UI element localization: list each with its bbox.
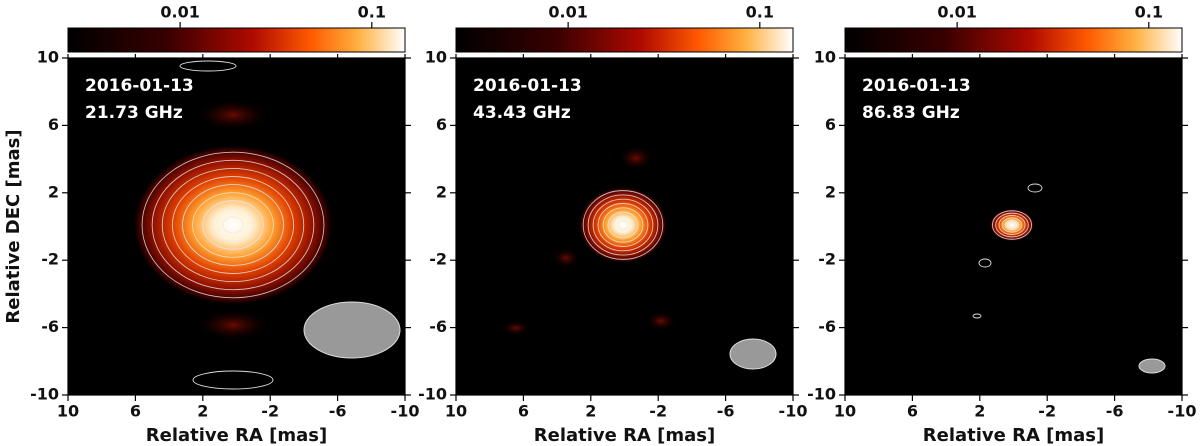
y-tick-label: 6 (825, 115, 836, 134)
contour (202, 200, 264, 250)
x-axis-label: Relative RA [mas] (534, 425, 716, 446)
y-tick-label: -6 (41, 317, 59, 336)
x-tick-label: 2 (585, 402, 596, 421)
colorbar (844, 27, 1183, 53)
sidelobe (195, 99, 271, 131)
colorbar (455, 27, 794, 53)
contour (151, 159, 315, 291)
annotation: 2016-01-13 (85, 76, 194, 96)
x-tick-label: 10 (445, 402, 467, 421)
contour (587, 194, 659, 256)
y-tick-label: -2 (41, 250, 59, 269)
x-tick-label: -6 (1106, 402, 1124, 421)
annotation: 2016-01-13 (473, 76, 582, 96)
x-tick-label: 6 (130, 402, 141, 421)
y-tick-label: -10 (807, 385, 836, 404)
colorbar-tick-label: 0.01 (160, 3, 199, 22)
y-tick-label: -10 (418, 385, 447, 404)
colorbar-tick-label: 0.1 (746, 3, 774, 22)
y-tick-label: 10 (425, 48, 447, 67)
colorbar-tick-label: 0.1 (358, 3, 386, 22)
annotation: 21.73 GHz (85, 103, 183, 123)
colorbar-tick-label: 0.01 (548, 3, 587, 22)
beam (729, 338, 777, 370)
contour (179, 60, 237, 72)
contour (141, 151, 325, 299)
colorbar-tick-label: 0.1 (1135, 3, 1163, 22)
y-tick-label: 2 (48, 182, 59, 201)
contour (161, 167, 305, 283)
y-tick-label: -6 (818, 317, 836, 336)
y-tick-label: -2 (818, 250, 836, 269)
y-tick-label: 2 (825, 182, 836, 201)
beam (1138, 358, 1166, 374)
contour (995, 212, 1029, 238)
contour (592, 198, 654, 252)
sidelobe (618, 145, 654, 171)
x-tick-label: 10 (834, 402, 856, 421)
contour (1001, 217, 1023, 233)
sidelobe (195, 309, 271, 341)
contour (192, 370, 274, 390)
contour (602, 207, 644, 243)
x-tick-label: 2 (197, 402, 208, 421)
annotation: 43.43 GHz (473, 103, 571, 123)
x-tick-label: -2 (1038, 402, 1056, 421)
y-axis-label: Relative DEC [mas] (3, 129, 24, 323)
x-tick-label: -10 (391, 402, 420, 421)
y-tick-label: -6 (429, 317, 447, 336)
beam (303, 301, 401, 359)
y-tick-label: 2 (436, 182, 447, 201)
contour (1027, 183, 1043, 193)
contour (597, 203, 649, 247)
emission (133, 145, 333, 305)
sidelobe (502, 320, 530, 336)
x-tick-label: 6 (907, 402, 918, 421)
y-tick-label: 6 (436, 115, 447, 134)
contour (617, 220, 629, 230)
emission (579, 187, 667, 263)
x-tick-label: -10 (779, 402, 808, 421)
plot-frame (455, 57, 794, 396)
y-tick-label: 10 (814, 48, 836, 67)
x-axis-label: Relative RA [mas] (923, 425, 1105, 446)
x-tick-label: -6 (717, 402, 735, 421)
y-tick-label: -2 (429, 250, 447, 269)
y-tick-label: -10 (30, 385, 59, 404)
x-tick-label: 10 (57, 402, 79, 421)
annotation: 2016-01-13 (862, 76, 971, 96)
contour (998, 215, 1026, 235)
contour (978, 258, 992, 268)
contour (222, 216, 244, 234)
contour (582, 190, 664, 260)
contour (612, 215, 634, 235)
y-tick-label: 10 (37, 48, 59, 67)
contour (171, 176, 295, 274)
sidelobe (645, 311, 677, 331)
contour (972, 313, 982, 319)
x-tick-label: -6 (329, 402, 347, 421)
annotation: 86.83 GHz (862, 103, 960, 123)
contour (607, 211, 639, 239)
contour (182, 184, 284, 266)
plot-frame (67, 57, 406, 396)
plot-frame (844, 57, 1183, 396)
x-tick-label: -2 (649, 402, 667, 421)
x-axis-label: Relative RA [mas] (146, 425, 328, 446)
x-tick-label: 6 (518, 402, 529, 421)
contour (1008, 222, 1016, 228)
colorbar (67, 27, 406, 53)
contour (991, 210, 1033, 240)
x-tick-label: 2 (974, 402, 985, 421)
sidelobe (552, 248, 580, 268)
contour (1005, 219, 1019, 231)
y-tick-label: 6 (48, 115, 59, 134)
emission (990, 209, 1034, 241)
contour (212, 208, 254, 242)
contour (192, 192, 274, 258)
x-tick-label: -2 (261, 402, 279, 421)
x-tick-label: -10 (1168, 402, 1197, 421)
colorbar-tick-label: 0.01 (937, 3, 976, 22)
